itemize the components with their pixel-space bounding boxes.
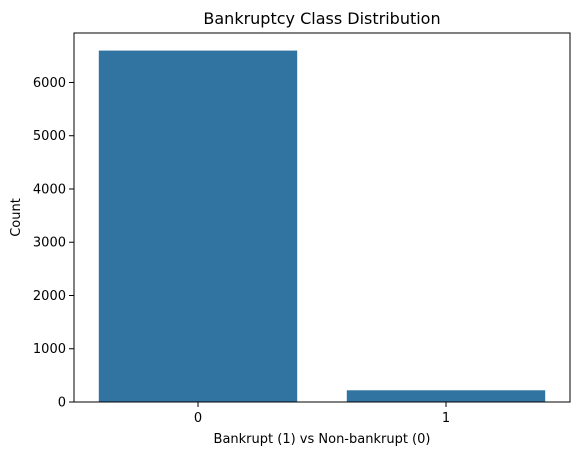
y-tick-label-5000: 5000 (33, 129, 66, 144)
plot-frame (73, 32, 571, 403)
y-tick-label-0: 0 (58, 396, 66, 411)
y-tick-label-6000: 6000 (33, 76, 66, 91)
y-tick-label-2000: 2000 (33, 289, 66, 304)
x-tick-label-1: 1 (442, 411, 450, 426)
bar-0 (98, 50, 298, 402)
bar-1 (346, 390, 546, 402)
y-axis-label: Count (9, 198, 24, 237)
chart-title: Bankruptcy Class Distribution (203, 9, 440, 28)
plot-area (98, 50, 546, 402)
y-tick-label-1000: 1000 (33, 342, 66, 357)
y-tick-label-4000: 4000 (33, 182, 66, 197)
x-axis-label: Bankrupt (1) vs Non-bankrupt (0) (214, 432, 431, 447)
y-tick-label-3000: 3000 (33, 236, 66, 251)
x-tick-label-0: 0 (194, 411, 202, 426)
